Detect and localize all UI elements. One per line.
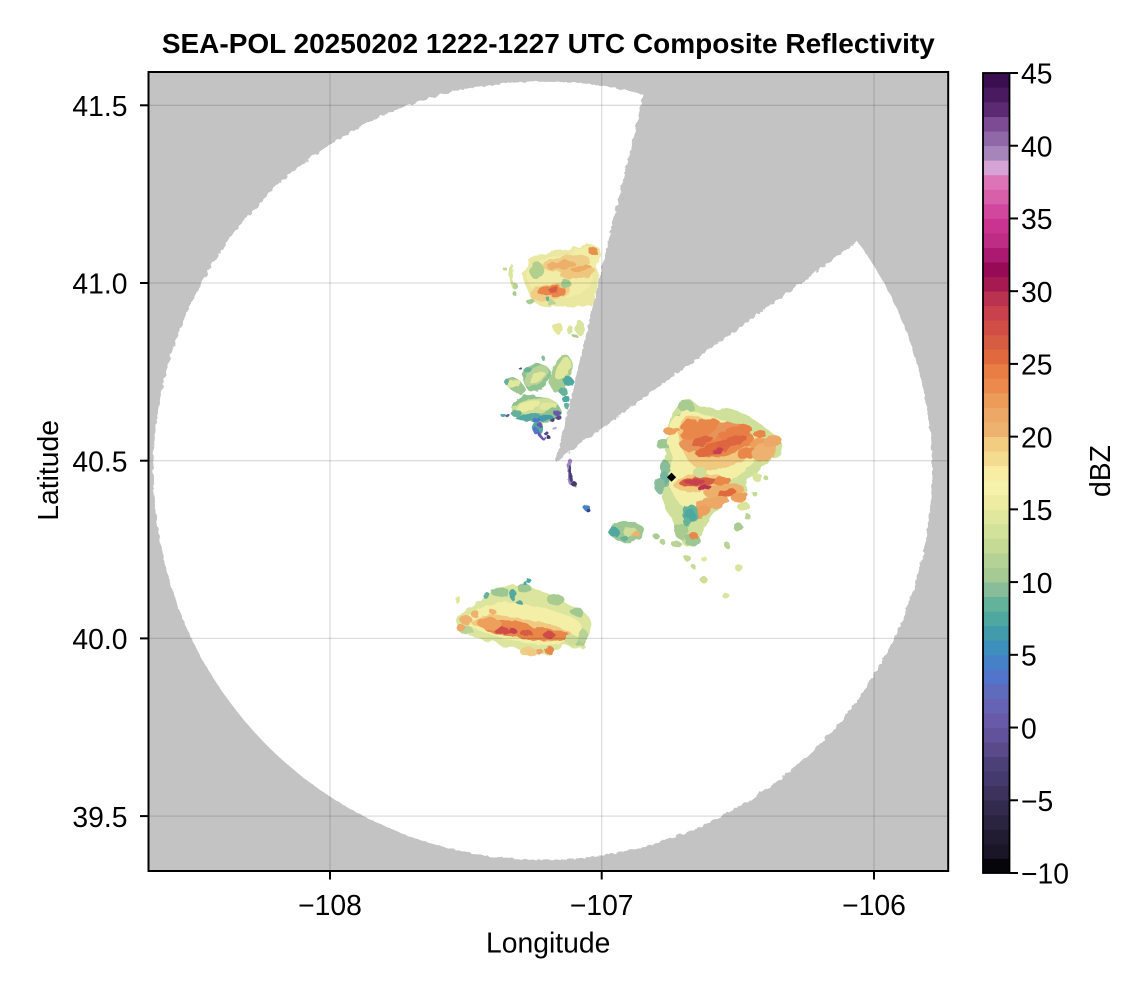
svg-text:Latitude: Latitude xyxy=(32,420,64,521)
svg-text:45: 45 xyxy=(1021,58,1052,90)
svg-text:5: 5 xyxy=(1021,640,1037,672)
svg-text:40: 40 xyxy=(1021,130,1052,162)
svg-text:−106: −106 xyxy=(842,889,906,921)
svg-text:39.5: 39.5 xyxy=(72,801,127,833)
svg-text:SEA-POL 20250202 1222-1227 UTC: SEA-POL 20250202 1222-1227 UTC Composite… xyxy=(162,28,935,59)
svg-text:10: 10 xyxy=(1021,567,1052,599)
svg-text:41.0: 41.0 xyxy=(72,268,127,300)
svg-text:dBZ: dBZ xyxy=(1084,445,1116,497)
svg-text:Longitude: Longitude xyxy=(486,926,610,958)
svg-text:25: 25 xyxy=(1021,349,1052,381)
svg-text:−5: −5 xyxy=(1021,785,1053,817)
svg-text:20: 20 xyxy=(1021,421,1052,453)
svg-text:0: 0 xyxy=(1021,712,1037,744)
svg-text:−107: −107 xyxy=(570,889,634,921)
svg-text:30: 30 xyxy=(1021,276,1052,308)
svg-text:40.5: 40.5 xyxy=(72,445,127,477)
svg-text:−10: −10 xyxy=(1021,858,1069,890)
svg-text:41.5: 41.5 xyxy=(72,90,127,122)
svg-text:15: 15 xyxy=(1021,494,1052,526)
svg-text:35: 35 xyxy=(1021,203,1052,235)
svg-text:40.0: 40.0 xyxy=(72,623,127,655)
svg-text:−108: −108 xyxy=(298,889,362,921)
